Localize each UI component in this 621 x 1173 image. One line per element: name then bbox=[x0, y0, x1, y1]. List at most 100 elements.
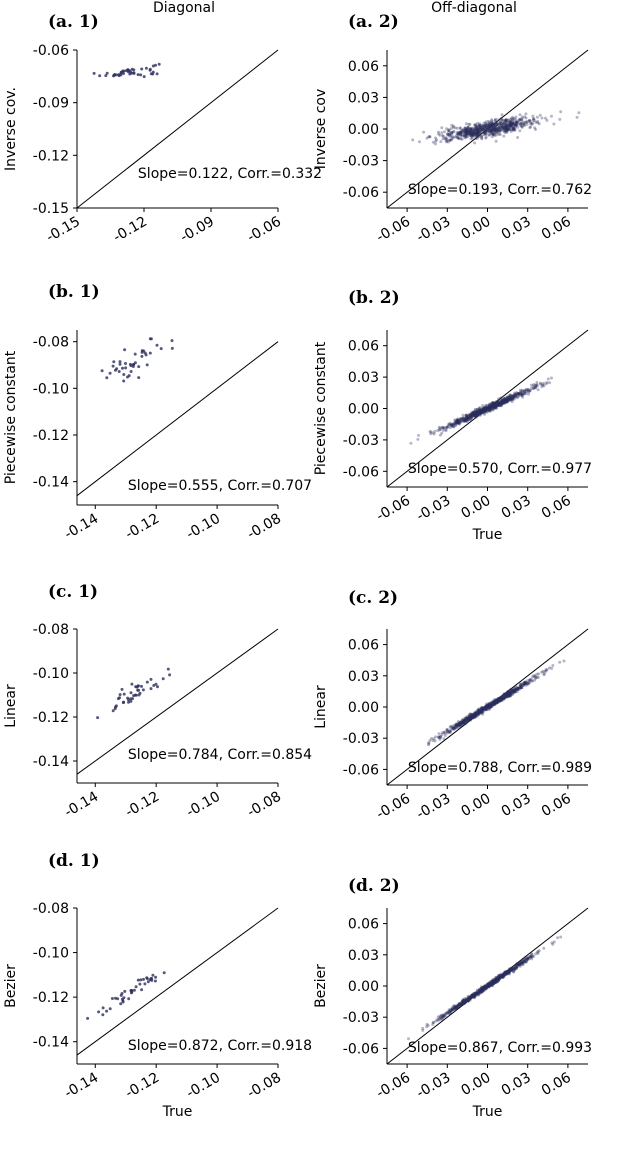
data-point bbox=[480, 707, 484, 711]
data-point bbox=[502, 973, 505, 977]
data-point bbox=[458, 130, 462, 134]
data-point bbox=[465, 129, 469, 133]
data-point bbox=[489, 984, 493, 988]
data-point bbox=[470, 413, 474, 417]
data-point bbox=[488, 405, 492, 409]
data-point bbox=[473, 123, 477, 127]
y-tick-label: -0.12 bbox=[33, 990, 69, 1006]
data-point bbox=[483, 405, 487, 409]
data-point bbox=[498, 699, 502, 703]
data-point bbox=[137, 376, 141, 380]
data-point bbox=[481, 409, 485, 413]
identity-line bbox=[386, 907, 589, 1065]
data-point bbox=[515, 120, 519, 124]
data-point bbox=[511, 397, 515, 401]
data-point bbox=[512, 690, 516, 694]
data-point bbox=[499, 121, 503, 125]
data-point bbox=[105, 71, 109, 75]
data-point bbox=[447, 128, 451, 132]
data-point bbox=[540, 670, 544, 674]
data-point bbox=[453, 1007, 457, 1011]
data-point bbox=[467, 418, 471, 422]
data-point bbox=[455, 421, 459, 425]
data-point bbox=[474, 413, 478, 417]
data-point bbox=[473, 132, 477, 136]
data-point bbox=[136, 978, 140, 982]
data-point bbox=[475, 126, 478, 129]
data-point bbox=[472, 412, 476, 416]
data-point bbox=[512, 125, 515, 129]
data-point bbox=[482, 127, 486, 131]
data-point bbox=[505, 395, 509, 399]
data-point bbox=[511, 688, 515, 692]
data-point bbox=[502, 398, 506, 402]
data-point bbox=[472, 992, 476, 996]
data-point bbox=[471, 411, 475, 415]
data-point bbox=[502, 697, 506, 701]
data-point bbox=[508, 394, 512, 398]
data-point bbox=[494, 701, 498, 705]
data-point bbox=[484, 125, 488, 129]
data-point bbox=[470, 994, 473, 998]
y-tick-label: 0.06 bbox=[348, 917, 379, 933]
data-point bbox=[473, 712, 477, 716]
data-point bbox=[465, 418, 469, 422]
data-point bbox=[488, 404, 491, 408]
data-point bbox=[495, 698, 499, 702]
data-point bbox=[497, 699, 501, 703]
data-point bbox=[480, 137, 484, 141]
data-point bbox=[488, 705, 492, 708]
data-point bbox=[449, 127, 453, 130]
data-point bbox=[476, 712, 480, 716]
data-point bbox=[137, 365, 141, 369]
data-point bbox=[441, 1013, 445, 1017]
data-point bbox=[475, 711, 479, 715]
data-point bbox=[493, 700, 497, 704]
data-point bbox=[490, 405, 494, 409]
data-point bbox=[504, 399, 508, 402]
data-point bbox=[495, 979, 499, 983]
data-point bbox=[525, 959, 528, 962]
data-point bbox=[462, 999, 466, 1003]
y-tick-label: 0.00 bbox=[348, 122, 379, 138]
data-point bbox=[493, 134, 497, 138]
data-point bbox=[489, 980, 493, 984]
data-point bbox=[487, 704, 490, 708]
data-point bbox=[500, 123, 504, 127]
data-point bbox=[468, 712, 472, 716]
data-point bbox=[477, 711, 481, 715]
data-point bbox=[466, 716, 469, 720]
data-point bbox=[513, 122, 517, 126]
data-point bbox=[507, 397, 511, 401]
data-point bbox=[495, 701, 499, 705]
data-point bbox=[492, 406, 496, 410]
data-point bbox=[475, 130, 479, 134]
data-point bbox=[518, 963, 522, 967]
data-point bbox=[506, 691, 510, 695]
data-point bbox=[447, 423, 451, 427]
data-point bbox=[470, 714, 474, 718]
data-point bbox=[473, 413, 477, 417]
data-point bbox=[492, 406, 496, 409]
data-point bbox=[483, 985, 486, 989]
data-point bbox=[494, 405, 498, 409]
data-point bbox=[137, 693, 141, 697]
data-point bbox=[505, 969, 509, 973]
data-point bbox=[476, 410, 480, 414]
data-point bbox=[542, 946, 546, 950]
data-point bbox=[500, 975, 504, 979]
data-point bbox=[440, 426, 444, 430]
data-point bbox=[487, 403, 491, 407]
data-point bbox=[501, 975, 504, 979]
data-point bbox=[468, 413, 472, 417]
data-point bbox=[485, 706, 489, 710]
data-point bbox=[476, 992, 479, 995]
data-point bbox=[421, 1026, 425, 1030]
data-point bbox=[493, 981, 497, 984]
data-point bbox=[506, 123, 510, 127]
data-point bbox=[575, 115, 579, 119]
data-point bbox=[499, 972, 503, 976]
data-point bbox=[509, 968, 513, 972]
data-point bbox=[470, 995, 474, 999]
data-point bbox=[483, 406, 487, 410]
